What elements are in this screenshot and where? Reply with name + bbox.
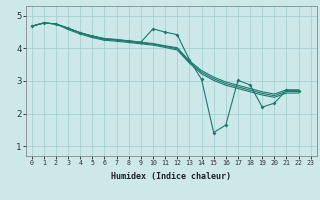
X-axis label: Humidex (Indice chaleur): Humidex (Indice chaleur) [111, 172, 231, 181]
